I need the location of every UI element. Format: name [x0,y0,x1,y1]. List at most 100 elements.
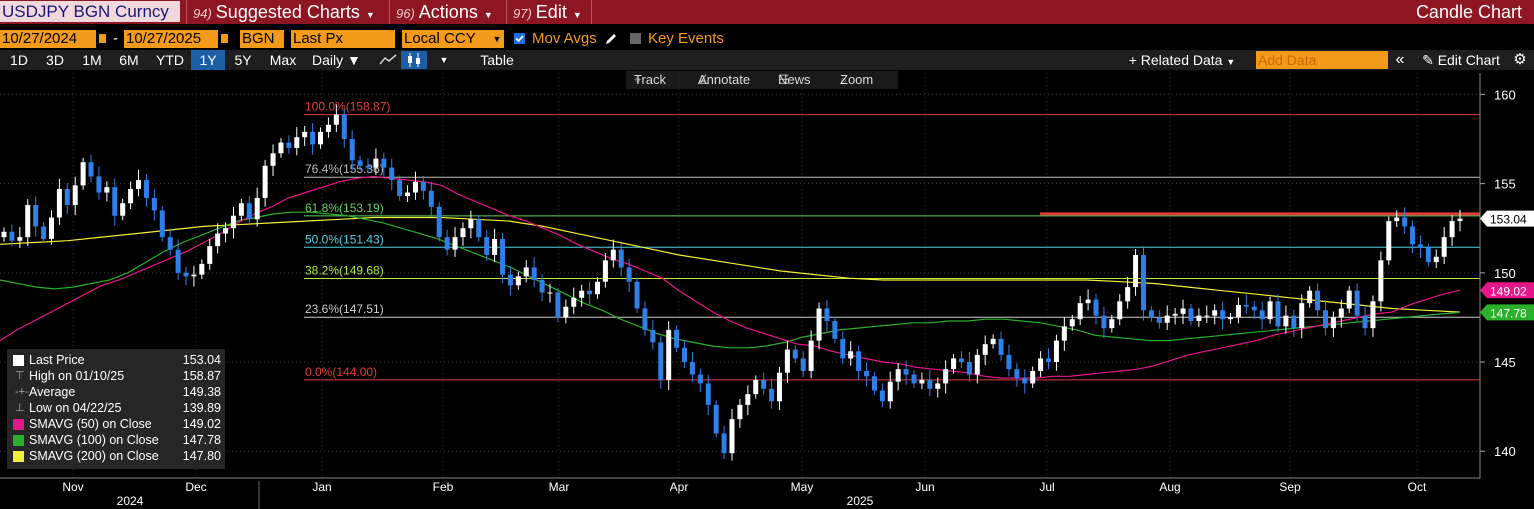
ticker-field[interactable]: USDJPY BGN Curncy [0,1,180,22]
candle-body [1425,247,1431,263]
key-events-checkbox[interactable] [630,33,641,44]
candle-body [1053,340,1059,363]
x-tick-label: May [791,480,814,494]
candle-body [278,142,284,154]
menu-label: Suggested Charts [215,2,360,22]
candle-body [824,308,830,321]
candle-body [1164,315,1170,323]
candle-body [1259,310,1265,320]
candle-body [310,131,316,145]
frequency-dropdown[interactable]: Daily ▼ [312,52,361,68]
candle-body [998,338,1004,355]
candle-body [183,272,189,277]
candle-body [246,203,252,220]
candle-body [1235,304,1241,318]
legend-value: 139.89 [182,401,221,415]
mov-avgs-checkbox[interactable] [514,33,525,44]
period-bar: 1D 3D 1M 6M YTD 1Y 5Y Max Daily ▼ ▼ Tabl… [0,50,1534,70]
candle-body [405,192,411,197]
candle-body [737,404,743,420]
period-3d[interactable]: 3D [46,52,64,68]
candle-body [1275,301,1281,327]
candle-body [911,374,917,384]
candle-body [650,329,656,343]
end-date-input[interactable]: 10/27/2025 [124,30,218,48]
candle-body [460,228,466,238]
actions-menu[interactable]: 96) Actions ▼ [389,0,505,24]
period-1y[interactable]: 1Y [191,50,225,70]
caret-down-icon: ▼ [572,10,582,20]
legend-swatch [13,419,24,430]
low-marker-icon: ⊥ [15,402,25,414]
caret-down-icon[interactable]: ▼ [439,55,449,65]
candle-body [1148,310,1154,318]
candle-body [1283,315,1289,327]
collapse-icon[interactable]: « [1395,51,1405,68]
candle-body [642,308,648,330]
x-tick-label: Feb [433,480,454,494]
candle-body [1133,254,1139,288]
legend-name: Last Price [29,353,85,367]
edit-chart-label: Edit Chart [1437,52,1500,68]
candle-body [800,358,806,371]
related-data-dropdown[interactable]: + Related Data ▼ [1120,50,1244,72]
pencil-icon[interactable] [604,32,618,46]
year-label: 2025 [847,494,874,508]
candle-body [270,153,276,166]
candle-body [1180,308,1186,314]
candle-body [1117,301,1123,320]
candle-chart-button[interactable] [401,51,427,69]
x-tick-label: Oct [1408,480,1427,494]
period-1m[interactable]: 1M [82,52,102,68]
period-6m[interactable]: 6M [119,52,139,68]
edit-chart-button[interactable]: ✎ Edit Chart [1416,50,1506,70]
table-button[interactable]: Table [480,52,514,68]
period-max[interactable]: Max [269,52,297,68]
legend-value: 149.38 [182,385,221,399]
candle-body [1354,290,1360,316]
x-tick-label: Jun [915,480,934,494]
candle-body [215,233,221,247]
candle-body [1125,287,1131,302]
candle-body [571,297,577,307]
calendar-icon[interactable] [98,33,107,44]
candle-body [1228,317,1234,320]
add-data-input[interactable]: Add Data [1256,51,1388,69]
candle-body [1251,306,1257,311]
period-1d[interactable]: 1D [10,52,28,68]
caret-down-icon[interactable]: ▼ [490,30,504,48]
line-chart-icon[interactable] [378,52,398,68]
candle-body [1307,290,1313,304]
currency-selector[interactable]: Local CCY [402,30,490,48]
candle-body [1061,326,1067,341]
fib-label: 50.0%(151.43) [305,232,384,246]
source-field[interactable]: BGN [240,30,284,48]
caret-down-icon: ▼ [365,10,375,20]
start-date-input[interactable]: 10/27/2024 [0,30,96,48]
calendar-icon[interactable] [220,33,229,44]
legend-swatch [13,355,24,366]
candle-body [1457,218,1463,222]
candle-body [325,124,331,132]
year-label: 2024 [117,494,144,508]
candle-body [1243,304,1249,307]
candle-body [1386,221,1392,261]
fib-label: 23.6%(147.51) [305,302,384,316]
edit-menu[interactable]: 97) Edit ▼ [506,0,592,24]
period-ytd[interactable]: YTD [156,52,184,68]
candle-body [72,185,78,206]
suggested-charts-menu[interactable]: 94) Suggested Charts ▼ [186,0,386,24]
field-selector[interactable]: Last Px [291,30,395,48]
candle-body [365,165,371,168]
candle-body [484,237,490,255]
gear-icon[interactable]: ⚙ [1513,51,1527,68]
candle-body [1038,358,1044,371]
candle-body [626,267,632,282]
candle-body [1093,299,1099,316]
track-label: Track [634,72,667,87]
candle-body [769,388,775,402]
legend-value: 149.02 [182,417,221,431]
legend-panel: Last Price 153.04 ⊤ High on 01/10/25 158.87… [7,349,225,469]
x-tick-label: Jan [312,480,331,494]
period-5y[interactable]: 5Y [234,52,252,68]
